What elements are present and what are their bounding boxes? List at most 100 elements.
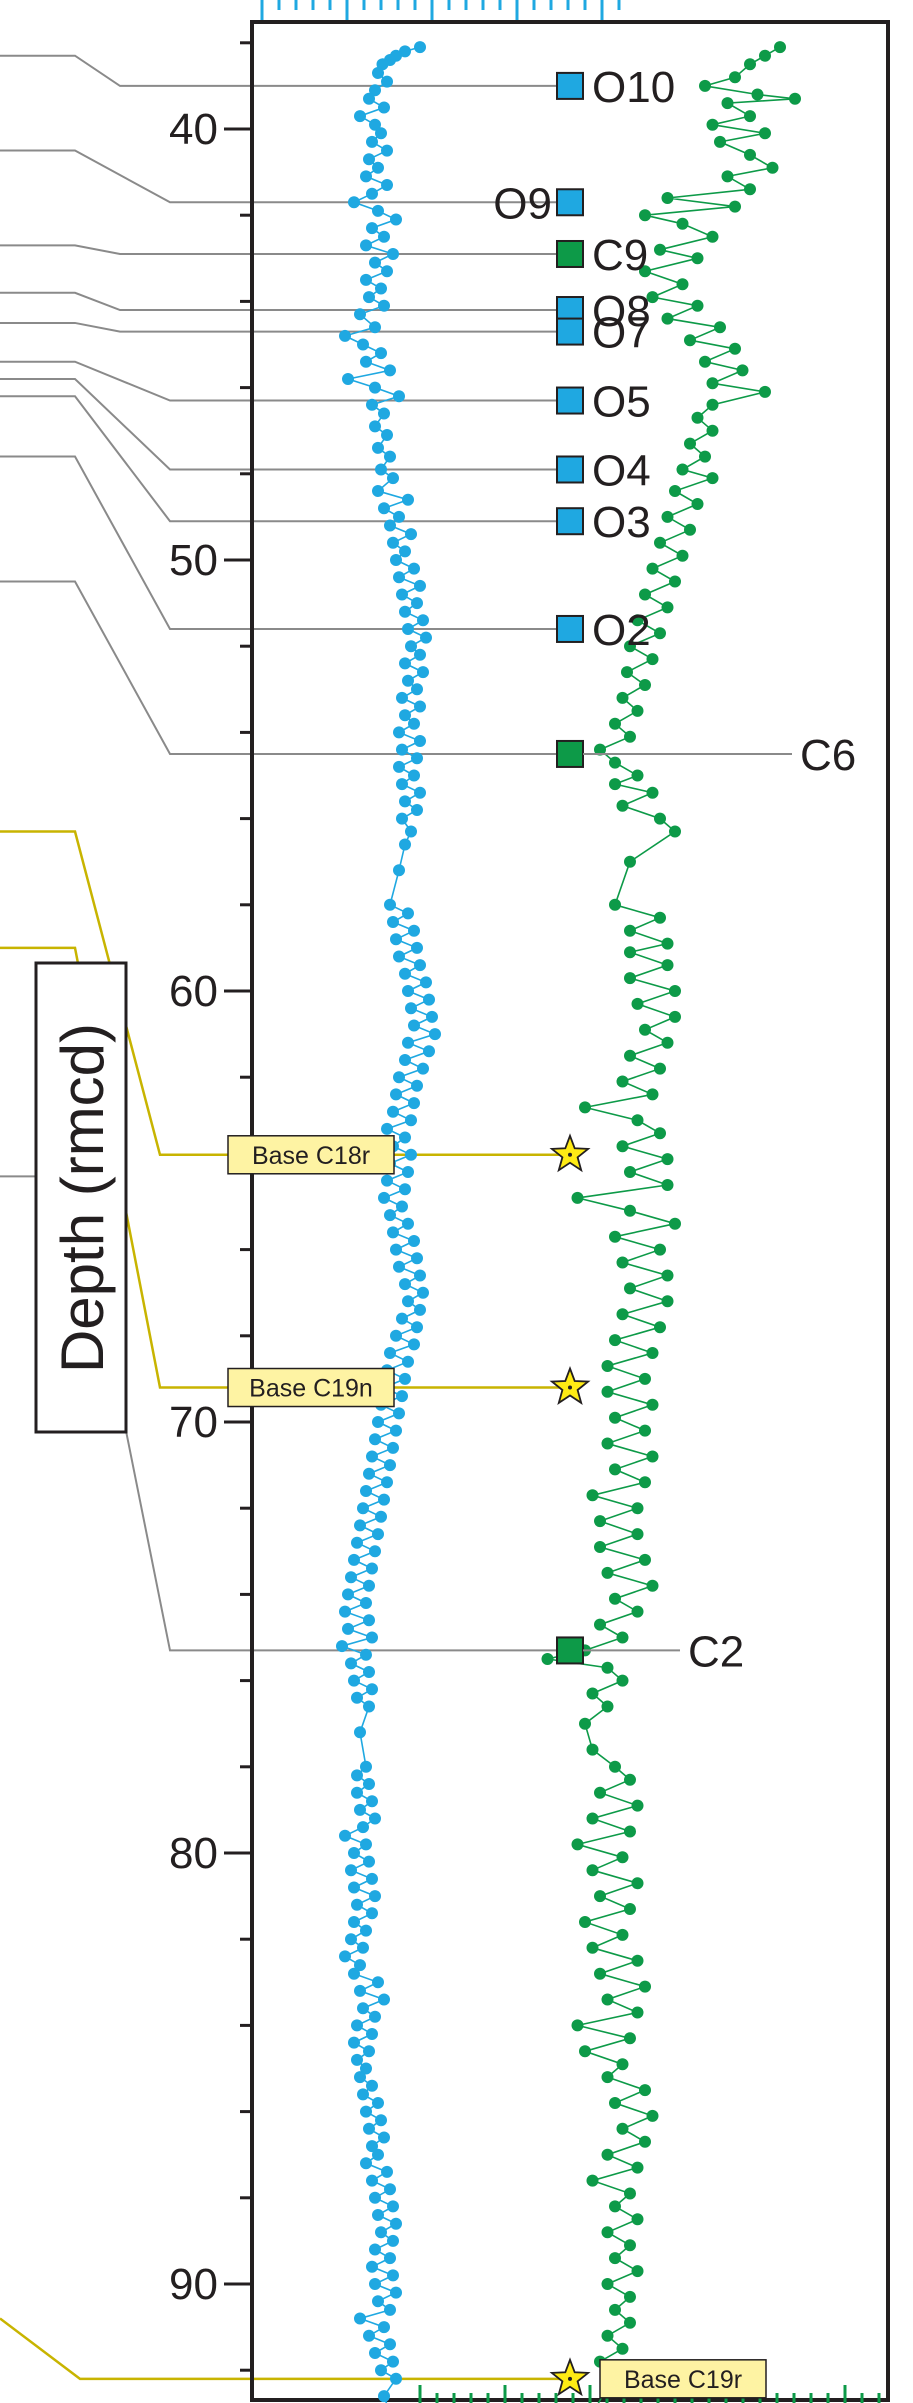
y-tick-label: 50 [169,536,218,585]
blue-data-point [399,709,411,722]
blue-data-point [345,1864,357,1877]
blue-data-point [366,398,378,411]
blue-data-point [366,135,378,148]
green-data-point [631,1799,644,1812]
blue-data-point [372,2295,384,2308]
green-data-point [721,170,734,183]
blue-data-point [414,41,426,54]
green-data-point [609,2097,621,2109]
green-data-point [586,1743,599,1756]
green-data-point [616,799,629,812]
blue-data-point [357,2088,369,2101]
green-data-point [661,601,674,614]
green-data-point [601,1661,614,1674]
green-data-point [699,79,711,92]
blue-data-point [396,812,408,825]
green-data-point [616,1075,629,1088]
green-data-point [571,1191,584,1204]
green-data-point [669,1010,681,1023]
blue-data-point [351,2019,363,2032]
green-data-point [579,1916,591,1928]
blue-data-point [363,2045,375,2058]
blue-data-point [363,1614,375,1627]
blue-data-point [390,1243,402,1256]
blue-data-point [381,429,393,441]
blue-data-point [426,1010,438,1023]
y-axis: 40 50 60 70 80 90 [169,41,252,2372]
green-data-point [639,1424,651,1437]
blue-data-point [384,2338,396,2351]
blue-data-point [378,101,390,114]
blue-data-point [372,2209,384,2221]
base-label-box [227,1135,395,1175]
blue-data-point [384,450,396,463]
blue-data-point [375,463,387,476]
blue-data-point [387,1105,399,1118]
green-data-point [624,855,636,868]
blue-data-point [378,1993,390,2006]
blue-data-point [390,2286,402,2299]
leader-line [0,54,570,87]
blue-data-point [360,355,372,368]
blue-data-point [381,2165,393,2178]
blue-data-point [369,118,381,131]
leader-line [0,149,570,204]
blue-data-point [384,2183,396,2196]
green-data-point [616,2058,629,2071]
blue-data-point [360,170,372,183]
blue-data-point [396,743,408,756]
blue-data-point [390,2372,402,2385]
blue-data-point [381,144,393,157]
blue-data-point [399,795,411,808]
blue-data-point [378,230,390,243]
blue-data-point [363,2122,375,2135]
green-data-point [624,2316,636,2329]
green-data-point [691,252,704,265]
blue-data-point [363,291,375,304]
blue-data-point [360,1924,372,1937]
green-data-point [624,2187,636,2200]
green-data-point [736,364,749,377]
blue-data-point [411,1252,423,1265]
blue-data-point [393,571,405,584]
green-data-point [586,1812,599,1825]
green-data-point [631,1954,644,1967]
green-data-point [631,769,644,782]
blue-data-point [366,2140,378,2153]
blue-data-point [369,1890,381,1903]
blue-data-point [372,2148,384,2161]
marker-label: O3 [592,498,651,547]
green-data-point [646,2109,659,2122]
marker-label: O8 [592,287,651,336]
blue-data-point [372,204,384,217]
blue-data-point [372,67,384,79]
blue-data-point [399,1183,411,1196]
blue-data-point [402,493,414,506]
blue-data-point [405,1002,417,1015]
marker-label: O10 [592,63,675,112]
blue-data-point [372,1528,384,1541]
blue-data-point [393,760,405,773]
blue-data-point [363,1666,375,1678]
marker-square [556,507,584,536]
blue-data-point [408,1019,420,1032]
blue-data-point [342,373,354,385]
green-data-point [654,911,666,924]
green-data-point [639,2135,651,2148]
green-data-point [646,1398,659,1411]
green-data-point [714,321,726,334]
green-data-point [706,424,719,437]
green-data-point [594,1541,606,1553]
blue-data-point [342,1622,354,1635]
blue-data-point [399,605,411,618]
blue-data-point [348,196,360,209]
green-data-point [714,135,726,148]
blue-data-point [372,1976,384,1989]
blue-data-point [369,256,381,269]
green-data-point [601,1566,614,1579]
leader-line [0,395,570,523]
blue-data-point [366,2260,378,2273]
base-label-box [227,1367,395,1408]
blue-data-point [363,2329,375,2342]
blue-data-point [363,153,375,166]
